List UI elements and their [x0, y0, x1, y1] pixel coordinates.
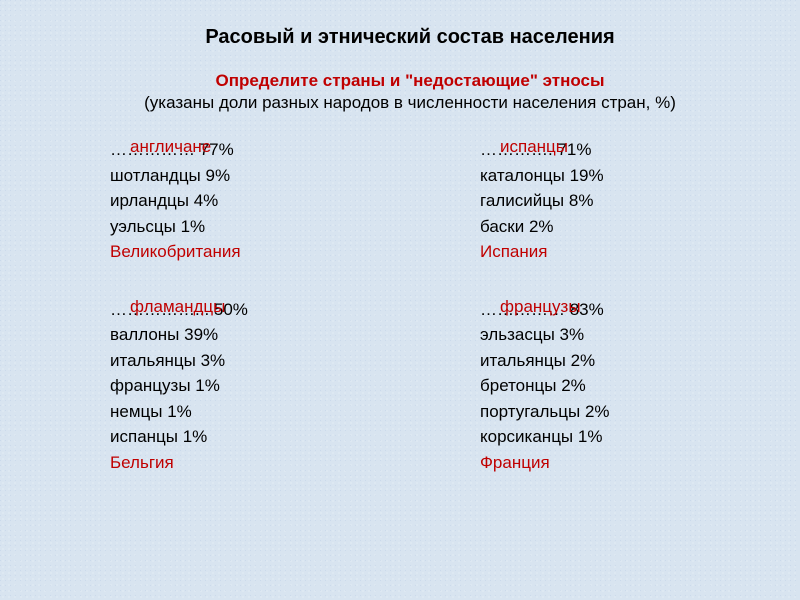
ethnic-block: фламандцы ……………... 50% валлоны 39% италь…	[110, 297, 390, 476]
country-answer: Испания	[480, 239, 760, 265]
ethnos-line: баски 2%	[480, 214, 760, 240]
slide: Расовый и этнический состав населения Оп…	[0, 0, 800, 600]
slide-subtitle-note: (указаны доли разных народов в численнос…	[60, 93, 760, 113]
ethnic-block: испанцы …………. 71% каталонцы 19% галисийц…	[480, 137, 760, 265]
ethnos-line: шотландцы 9%	[110, 163, 390, 189]
ethnic-block: англичане …………… 77% шотландцы 9% ирландц…	[110, 137, 390, 265]
ethnos-line: итальянцы 3%	[110, 348, 390, 374]
ethnos-line: испанцы 1%	[110, 424, 390, 450]
country-answer: Бельгия	[110, 450, 390, 476]
content-grid: англичане …………… 77% шотландцы 9% ирландц…	[60, 137, 760, 475]
missing-ethnos-answer: испанцы	[500, 134, 568, 160]
country-answer: Великобритания	[110, 239, 390, 265]
missing-ethnos-answer: фламандцы	[130, 294, 225, 320]
ethnos-line: португальцы 2%	[480, 399, 760, 425]
ethnos-line: итальянцы 2%	[480, 348, 760, 374]
ethnos-line: эльзасцы 3%	[480, 322, 760, 348]
ethnos-line: немцы 1%	[110, 399, 390, 425]
ethnos-line: уэльсцы 1%	[110, 214, 390, 240]
ethnos-line: каталонцы 19%	[480, 163, 760, 189]
ethnic-block: французы …………… 83% эльзасцы 3% итальянцы…	[480, 297, 760, 476]
ethnos-line: валлоны 39%	[110, 322, 390, 348]
missing-ethnos-answer: французы	[500, 294, 581, 320]
ethnos-line: французы 1%	[110, 373, 390, 399]
slide-subtitle-task: Определите страны и "недостающие" этносы	[60, 71, 760, 91]
ethnos-line: бретонцы 2%	[480, 373, 760, 399]
missing-ethnos-answer: англичане	[130, 134, 211, 160]
ethnos-line: корсиканцы 1%	[480, 424, 760, 450]
ethnos-line: галисийцы 8%	[480, 188, 760, 214]
slide-title: Расовый и этнический состав населения	[60, 26, 760, 49]
ethnos-line: ирландцы 4%	[110, 188, 390, 214]
country-answer: Франция	[480, 450, 760, 476]
